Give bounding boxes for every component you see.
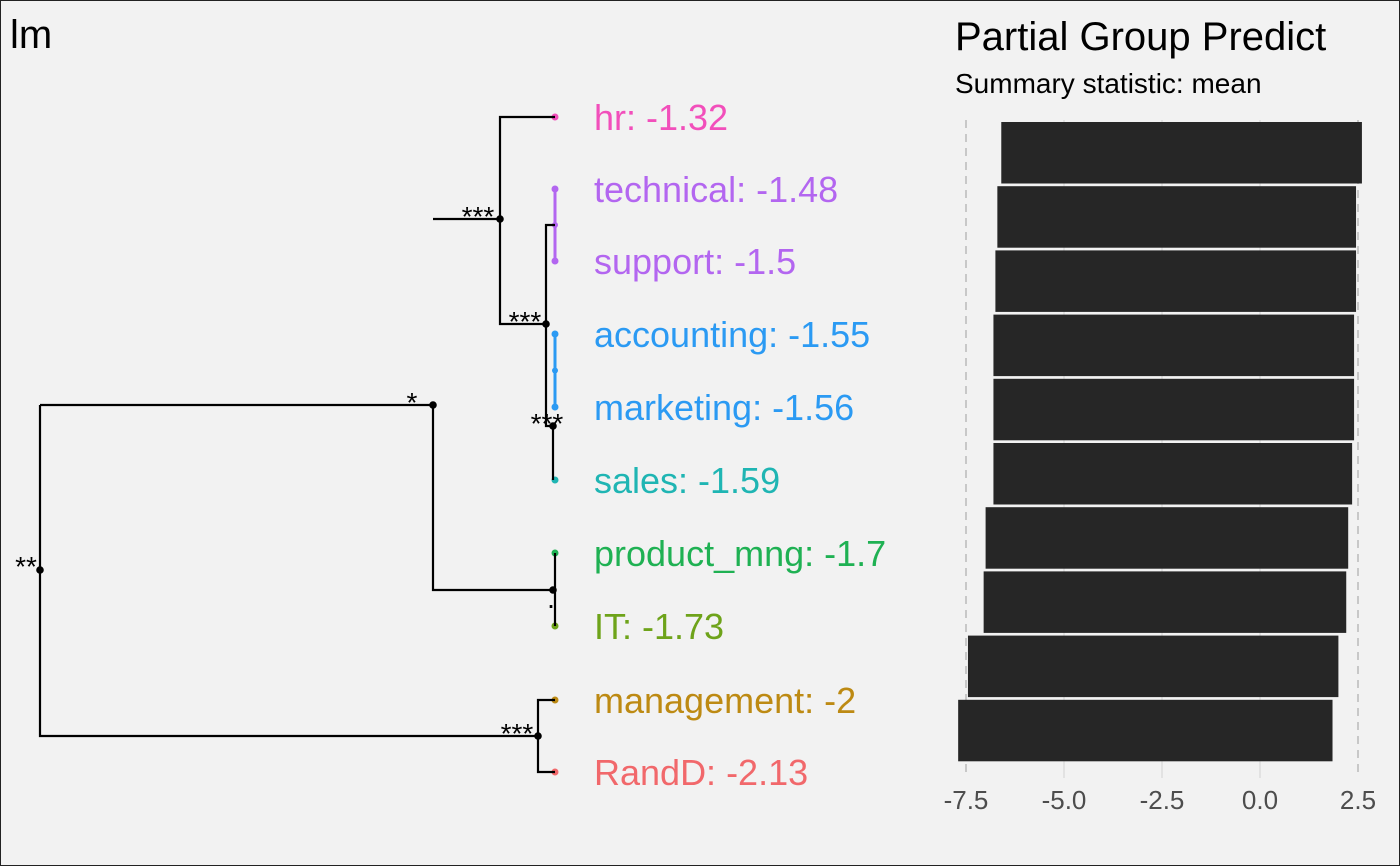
bar — [983, 571, 1347, 633]
leaf-label: sales: -1.59 — [594, 460, 780, 501]
bar — [997, 186, 1357, 248]
x-tick-label: -7.5 — [944, 785, 989, 815]
leaf-dot — [551, 330, 559, 338]
node-dot — [534, 732, 542, 740]
leaf-label: product_mng: -1.7 — [594, 533, 886, 574]
node-dot — [496, 215, 504, 223]
x-tick-label: 2.5 — [1340, 785, 1376, 815]
x-tick-label: -5.0 — [1042, 785, 1087, 815]
leaf-label: management: -2 — [594, 680, 856, 721]
leaf-label: technical: -1.48 — [594, 169, 838, 210]
dendrogram-branch — [498, 219, 546, 326]
leaf-label: accounting: -1.55 — [594, 314, 870, 355]
bar — [958, 699, 1333, 762]
node-dot — [542, 320, 550, 328]
dendrogram-branch — [498, 115, 555, 219]
bar — [967, 635, 1339, 698]
node-dot — [549, 422, 557, 430]
leaf-label: RandD: -2.13 — [594, 752, 808, 793]
leaf-label: support: -1.5 — [594, 241, 796, 282]
leaf-dot — [551, 185, 559, 193]
node-dot — [36, 566, 44, 574]
bar — [985, 507, 1349, 569]
significance-label: *** — [531, 408, 564, 439]
significance-label: * — [407, 387, 418, 418]
bar — [995, 250, 1357, 312]
bar-chart-subtitle: Summary statistic: mean — [955, 68, 1262, 99]
significance-label: *** — [501, 718, 534, 749]
bar — [993, 314, 1355, 377]
bar — [1001, 122, 1362, 184]
dendrogram-title: lm — [10, 13, 52, 57]
dendrogram-branch — [40, 403, 553, 592]
node-dot — [549, 586, 557, 594]
dendrogram-branch — [38, 405, 538, 738]
leaf-label: hr: -1.32 — [594, 97, 728, 138]
x-tick-label: -2.5 — [1140, 785, 1185, 815]
significance-label: ** — [15, 551, 37, 582]
bar-chart-title: Partial Group Predict — [955, 15, 1326, 59]
leaf-dot — [551, 403, 559, 411]
dendrogram: hr: -1.32 technical: -1.48 support: -1.5 ac… — [15, 97, 886, 793]
bar — [993, 443, 1353, 505]
leaf-dot — [551, 257, 559, 265]
group-dot — [552, 367, 558, 374]
bar-chart: -7.5 -5.0 -2.5 0.0 2.5 — [944, 120, 1376, 815]
leaf-label: marketing: -1.56 — [594, 387, 854, 428]
node-dot — [429, 401, 437, 409]
significance-label: *** — [462, 201, 495, 232]
x-tick-label: 0.0 — [1242, 785, 1278, 815]
significance-label: . — [547, 583, 555, 614]
leaf-label: IT: -1.73 — [594, 606, 724, 647]
significance-label: *** — [509, 306, 542, 337]
bar — [993, 378, 1355, 441]
